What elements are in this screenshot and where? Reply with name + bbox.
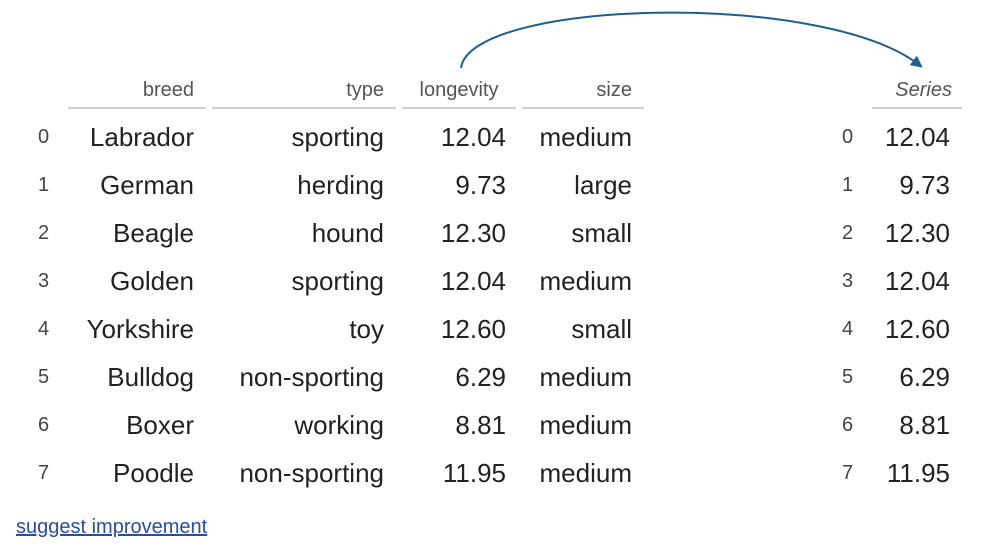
series-value: 12.60 — [868, 312, 950, 346]
cell-type: non-sporting — [212, 456, 384, 490]
row-index: 7 — [38, 456, 49, 490]
cell-breed: Golden — [60, 264, 194, 298]
cell-breed: Beagle — [60, 216, 194, 250]
cell-breed: Boxer — [60, 408, 194, 442]
cell-type: non-sporting — [212, 360, 384, 394]
series-index: 6 — [842, 408, 853, 442]
cell-size: medium — [522, 360, 632, 394]
cell-size: medium — [522, 264, 632, 298]
series-index: 2 — [842, 216, 853, 250]
series-value: 8.81 — [868, 408, 950, 442]
cell-size: small — [522, 216, 632, 250]
series-value: 6.29 — [868, 360, 950, 394]
cell-longevity: 12.04 — [402, 264, 506, 298]
df-header-rule-size — [522, 107, 644, 109]
cell-breed: Bulldog — [60, 360, 194, 394]
series-index: 5 — [842, 360, 853, 394]
series-index: 7 — [842, 456, 853, 490]
cell-size: medium — [522, 456, 632, 490]
cell-size: large — [522, 168, 632, 202]
series-value: 12.30 — [868, 216, 950, 250]
row-index: 6 — [38, 408, 49, 442]
row-index: 4 — [38, 312, 49, 346]
cell-type: hound — [212, 216, 384, 250]
cell-breed: Yorkshire — [60, 312, 194, 346]
df-header-longevity: longevity — [400, 76, 518, 104]
cell-longevity: 9.73 — [402, 168, 506, 202]
series-header-rule — [872, 107, 962, 109]
cell-type: sporting — [212, 264, 384, 298]
cell-longevity: 8.81 — [402, 408, 506, 442]
df-header-rule-type — [212, 107, 396, 109]
cell-type: working — [212, 408, 384, 442]
arrow-curve — [461, 13, 918, 68]
suggest-improvement-link[interactable]: suggest improvement — [16, 514, 207, 540]
row-index: 5 — [38, 360, 49, 394]
series-index: 0 — [842, 120, 853, 154]
cell-longevity: 11.95 — [402, 456, 506, 490]
cell-type: toy — [212, 312, 384, 346]
df-header-size: size — [522, 76, 632, 104]
cell-breed: German — [60, 168, 194, 202]
series-index: 3 — [842, 264, 853, 298]
series-value: 12.04 — [868, 264, 950, 298]
series-index: 1 — [842, 168, 853, 202]
df-header-rule-breed — [68, 107, 206, 109]
series-index: 4 — [842, 312, 853, 346]
row-index: 1 — [38, 168, 49, 202]
series-value: 9.73 — [868, 168, 950, 202]
df-header-type: type — [212, 76, 384, 104]
row-index: 0 — [38, 120, 49, 154]
cell-longevity: 12.60 — [402, 312, 506, 346]
series-value: 12.04 — [868, 120, 950, 154]
cell-type: herding — [212, 168, 384, 202]
series-header: Series — [872, 76, 952, 104]
row-index: 2 — [38, 216, 49, 250]
series-value: 11.95 — [868, 456, 950, 490]
df-header-breed: breed — [68, 76, 194, 104]
cell-longevity: 12.04 — [402, 120, 506, 154]
cell-longevity: 12.30 — [402, 216, 506, 250]
cell-type: sporting — [212, 120, 384, 154]
row-index: 3 — [38, 264, 49, 298]
cell-longevity: 6.29 — [402, 360, 506, 394]
cell-breed: Poodle — [60, 456, 194, 490]
cell-size: medium — [522, 408, 632, 442]
cell-size: small — [522, 312, 632, 346]
cell-breed: Labrador — [60, 120, 194, 154]
cell-size: medium — [522, 120, 632, 154]
df-header-rule-longevity — [402, 107, 516, 109]
